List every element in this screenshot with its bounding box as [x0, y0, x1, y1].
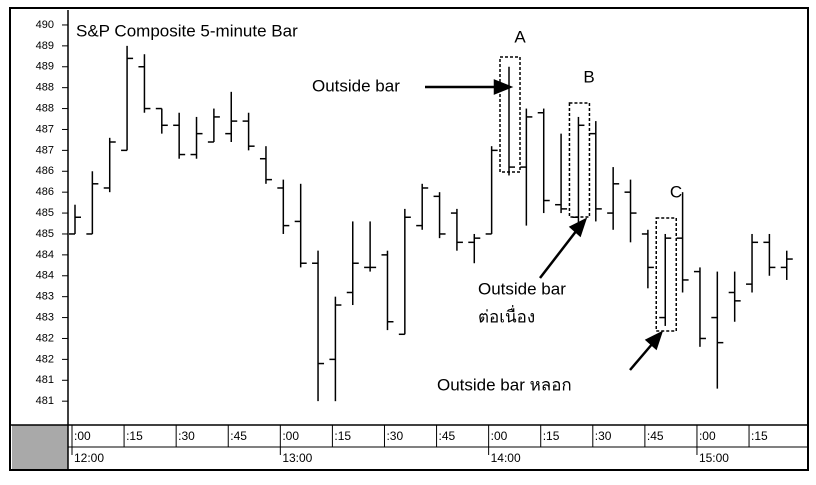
arrow [539, 229, 578, 279]
y-tick-label: 486 [36, 165, 54, 177]
annotation: Outside bar หลอก [437, 375, 572, 394]
hour-label: 12:00 [74, 451, 104, 465]
arrow [629, 342, 654, 371]
corner-box [12, 425, 68, 469]
y-tick-label: 488 [36, 82, 54, 94]
y-tick-label: 484 [36, 270, 54, 282]
x-tick-label: :00 [74, 429, 91, 443]
y-tick-label: 482 [36, 332, 54, 344]
x-tick-label: :45 [230, 429, 247, 443]
x-tick-label: :15 [543, 429, 560, 443]
y-tick-label: 482 [36, 353, 54, 365]
arrow-head [644, 330, 664, 351]
arrows [425, 79, 664, 371]
highlight-box [499, 56, 521, 173]
y-tick-label: 483 [36, 291, 54, 303]
annotation: A [514, 27, 526, 46]
annotation: B [583, 67, 594, 86]
y-tick-label: 483 [36, 311, 54, 323]
y-tick-label: 489 [36, 40, 54, 52]
y-tick-label: 485 [36, 207, 54, 219]
hour-label: 15:00 [699, 451, 729, 465]
x-tick-label: :00 [282, 429, 299, 443]
y-tick-label: 486 [36, 186, 54, 198]
y-tick-label: 489 [36, 61, 54, 73]
chart-title: S&P Composite 5-minute Bar [76, 21, 298, 40]
x-tick-label: :45 [647, 429, 664, 443]
x-tick-label: :45 [439, 429, 456, 443]
y-tick-label: 487 [36, 123, 54, 135]
y-tick-label: 481 [36, 395, 54, 407]
x-tick-label: :15 [334, 429, 351, 443]
highlight-box [568, 102, 591, 218]
annotation: C [670, 182, 682, 201]
x-tick-label: :30 [386, 429, 403, 443]
highlight-box [655, 217, 677, 332]
annotation: Outside bar [478, 279, 566, 298]
y-tick-label: 487 [36, 144, 54, 156]
x-tick-label: :00 [491, 429, 508, 443]
x-tick-label: :30 [595, 429, 612, 443]
annotation: ต่อเนื่อง [478, 304, 535, 326]
x-tick-label: :15 [126, 429, 143, 443]
frame [9, 7, 809, 471]
y-tick-label: 490 [36, 19, 54, 31]
x-tick-label: :15 [751, 429, 768, 443]
hour-label: 13:00 [282, 451, 312, 465]
x-tick-label: :30 [178, 429, 195, 443]
x-tick-label: :00 [699, 429, 716, 443]
y-tick-label: 484 [36, 249, 54, 261]
y-tick-label: 488 [36, 102, 54, 114]
annotation: Outside bar [312, 76, 400, 95]
y-tick-label: 481 [36, 374, 54, 386]
hour-label: 14:00 [491, 451, 521, 465]
y-tick-label: 485 [36, 228, 54, 240]
arrow-head [493, 79, 514, 95]
